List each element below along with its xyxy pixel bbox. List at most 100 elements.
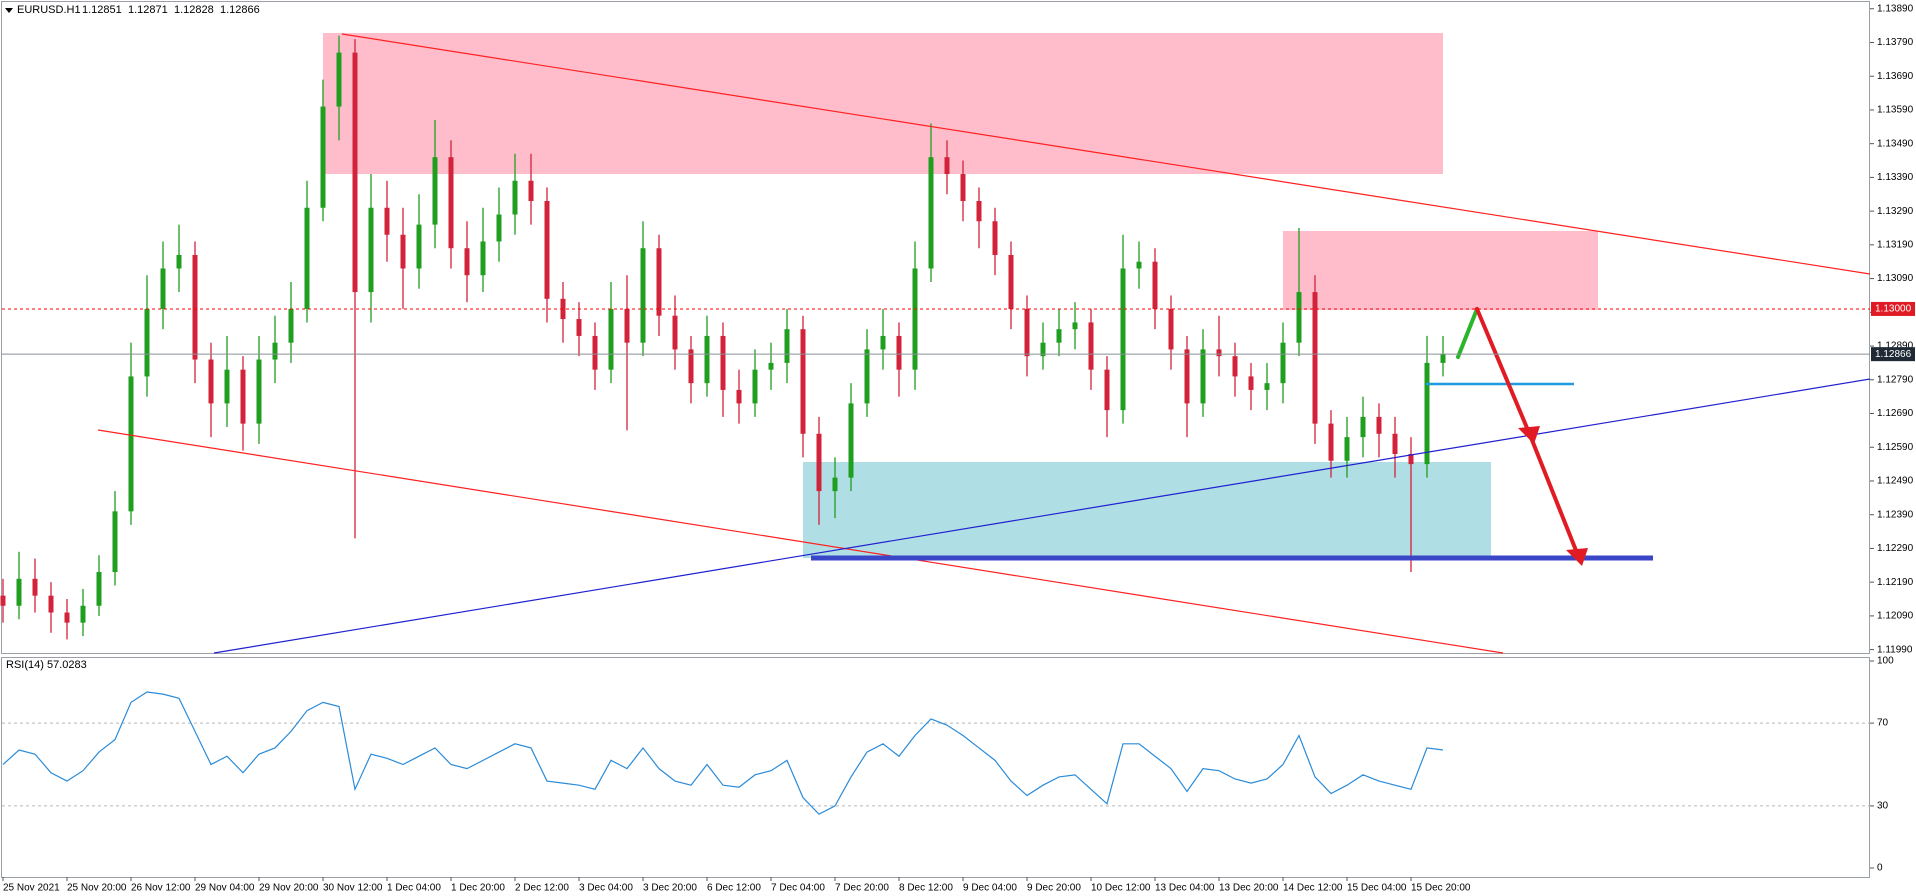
trendline xyxy=(213,378,1871,654)
y-tick-label: 1.12790 xyxy=(1877,374,1914,385)
y-tick-label: 1.13790 xyxy=(1877,37,1914,48)
candle-body xyxy=(912,268,918,370)
candle-body xyxy=(688,349,694,384)
candle-body xyxy=(1312,292,1318,424)
y-tick-label: 100 xyxy=(1877,656,1894,667)
candle-body xyxy=(16,578,22,606)
candle-body xyxy=(288,308,294,343)
candle-body xyxy=(176,254,182,269)
price-level-box xyxy=(1871,301,1915,316)
price-level-label: 1.12866 xyxy=(1875,349,1912,360)
candle-body xyxy=(752,369,758,404)
candle-body xyxy=(160,268,166,309)
y-tick-label: 1.12090 xyxy=(1877,611,1914,622)
x-tick-label: 15 Dec 20:00 xyxy=(1411,883,1471,894)
candle-body xyxy=(96,572,102,606)
candle-body xyxy=(256,359,262,424)
candle-body xyxy=(544,201,550,299)
menu-triangle[interactable] xyxy=(5,8,13,13)
candle-body xyxy=(480,241,486,276)
candle-body xyxy=(304,207,310,309)
x-tick-label: 2 Dec 12:00 xyxy=(515,883,569,894)
candle-body xyxy=(656,248,662,316)
candle-body xyxy=(768,362,774,370)
candle-body xyxy=(592,335,598,370)
supply-zone xyxy=(1283,231,1598,310)
x-tick-label: 13 Dec 20:00 xyxy=(1219,883,1279,894)
candle-body xyxy=(928,157,934,269)
candle-body xyxy=(1120,268,1126,411)
rsi-title: RSI(14) 57.0283 xyxy=(6,659,87,671)
candle-body xyxy=(1184,349,1190,404)
projection-arrow xyxy=(1475,307,1532,437)
candle-body xyxy=(640,248,646,343)
candle-body xyxy=(32,578,38,596)
x-tick-label: 7 Dec 04:00 xyxy=(771,883,825,894)
candle-body xyxy=(848,403,854,478)
candle-body xyxy=(432,157,438,225)
candle-body xyxy=(1392,433,1398,454)
candle-body xyxy=(112,511,118,573)
x-tick-label: 29 Nov 20:00 xyxy=(259,883,319,894)
candle-body xyxy=(816,433,822,492)
candle-body xyxy=(576,319,582,336)
x-tick-label: 29 Nov 04:00 xyxy=(195,883,255,894)
candle-body xyxy=(1040,342,1046,357)
candle-body xyxy=(336,52,342,107)
x-tick-label: 9 Dec 20:00 xyxy=(1027,883,1081,894)
candle-body xyxy=(1376,416,1382,434)
quote-high: 1.12871 xyxy=(128,4,168,16)
candle-body xyxy=(1168,308,1174,350)
candle-body xyxy=(320,106,326,208)
candle-body xyxy=(1024,308,1030,357)
candle-body xyxy=(1296,292,1302,343)
drawings xyxy=(97,33,1871,654)
candle-body xyxy=(1072,322,1078,330)
price-panel-frame xyxy=(1,1,1870,654)
y-tick-label: 1.13490 xyxy=(1877,138,1914,149)
x-tick-label: 25 Nov 20:00 xyxy=(67,883,127,894)
candle-body xyxy=(0,595,6,606)
y-tick-label: 1.12890 xyxy=(1877,341,1914,352)
y-tick-label: 1.13090 xyxy=(1877,273,1914,284)
candle-body xyxy=(624,308,630,343)
y-tick-label: 1.12390 xyxy=(1877,509,1914,520)
candle-body xyxy=(368,207,374,293)
x-tick-label: 15 Dec 04:00 xyxy=(1347,883,1407,894)
candle-body xyxy=(1136,261,1142,269)
y-tick-label: 1.12690 xyxy=(1877,408,1914,419)
y-tick-label: 1.13390 xyxy=(1877,172,1914,183)
candle-body xyxy=(384,207,390,235)
candle-body xyxy=(1232,356,1238,377)
rsi-panel-frame xyxy=(1,657,1870,878)
y-tick-label: 1.13690 xyxy=(1877,71,1914,82)
x-tick-label: 3 Dec 20:00 xyxy=(643,883,697,894)
x-tick-label: 30 Nov 12:00 xyxy=(323,883,383,894)
candle-body xyxy=(1104,369,1110,411)
candle-body xyxy=(1440,354,1446,363)
candle-body xyxy=(240,369,246,424)
candle-body xyxy=(800,329,806,434)
candle-body xyxy=(64,612,70,623)
candle-body xyxy=(144,308,150,377)
y-tick-label: 70 xyxy=(1877,718,1889,729)
arrow-head xyxy=(1566,548,1588,566)
trendline xyxy=(341,33,1871,275)
candle-body xyxy=(1200,349,1206,404)
candle-body xyxy=(672,315,678,350)
candle-body xyxy=(1008,254,1014,309)
candle-body xyxy=(496,214,502,242)
quote-open: 1.12851 xyxy=(82,4,122,16)
y-tick-label: 1.11990 xyxy=(1877,644,1913,655)
candle-body xyxy=(448,157,454,249)
candle-body xyxy=(80,605,86,623)
trendline xyxy=(97,429,1504,654)
x-tick-label: 1 Dec 04:00 xyxy=(387,883,441,894)
candle-body xyxy=(992,221,998,255)
x-tick-label: 8 Dec 12:00 xyxy=(899,883,953,894)
x-tick-label: 3 Dec 04:00 xyxy=(579,883,633,894)
candle-body xyxy=(512,180,518,215)
price-level-label: 1.13000 xyxy=(1875,304,1912,315)
quote-close: 1.12866 xyxy=(220,4,260,16)
x-tick-label: 6 Dec 12:00 xyxy=(707,883,761,894)
